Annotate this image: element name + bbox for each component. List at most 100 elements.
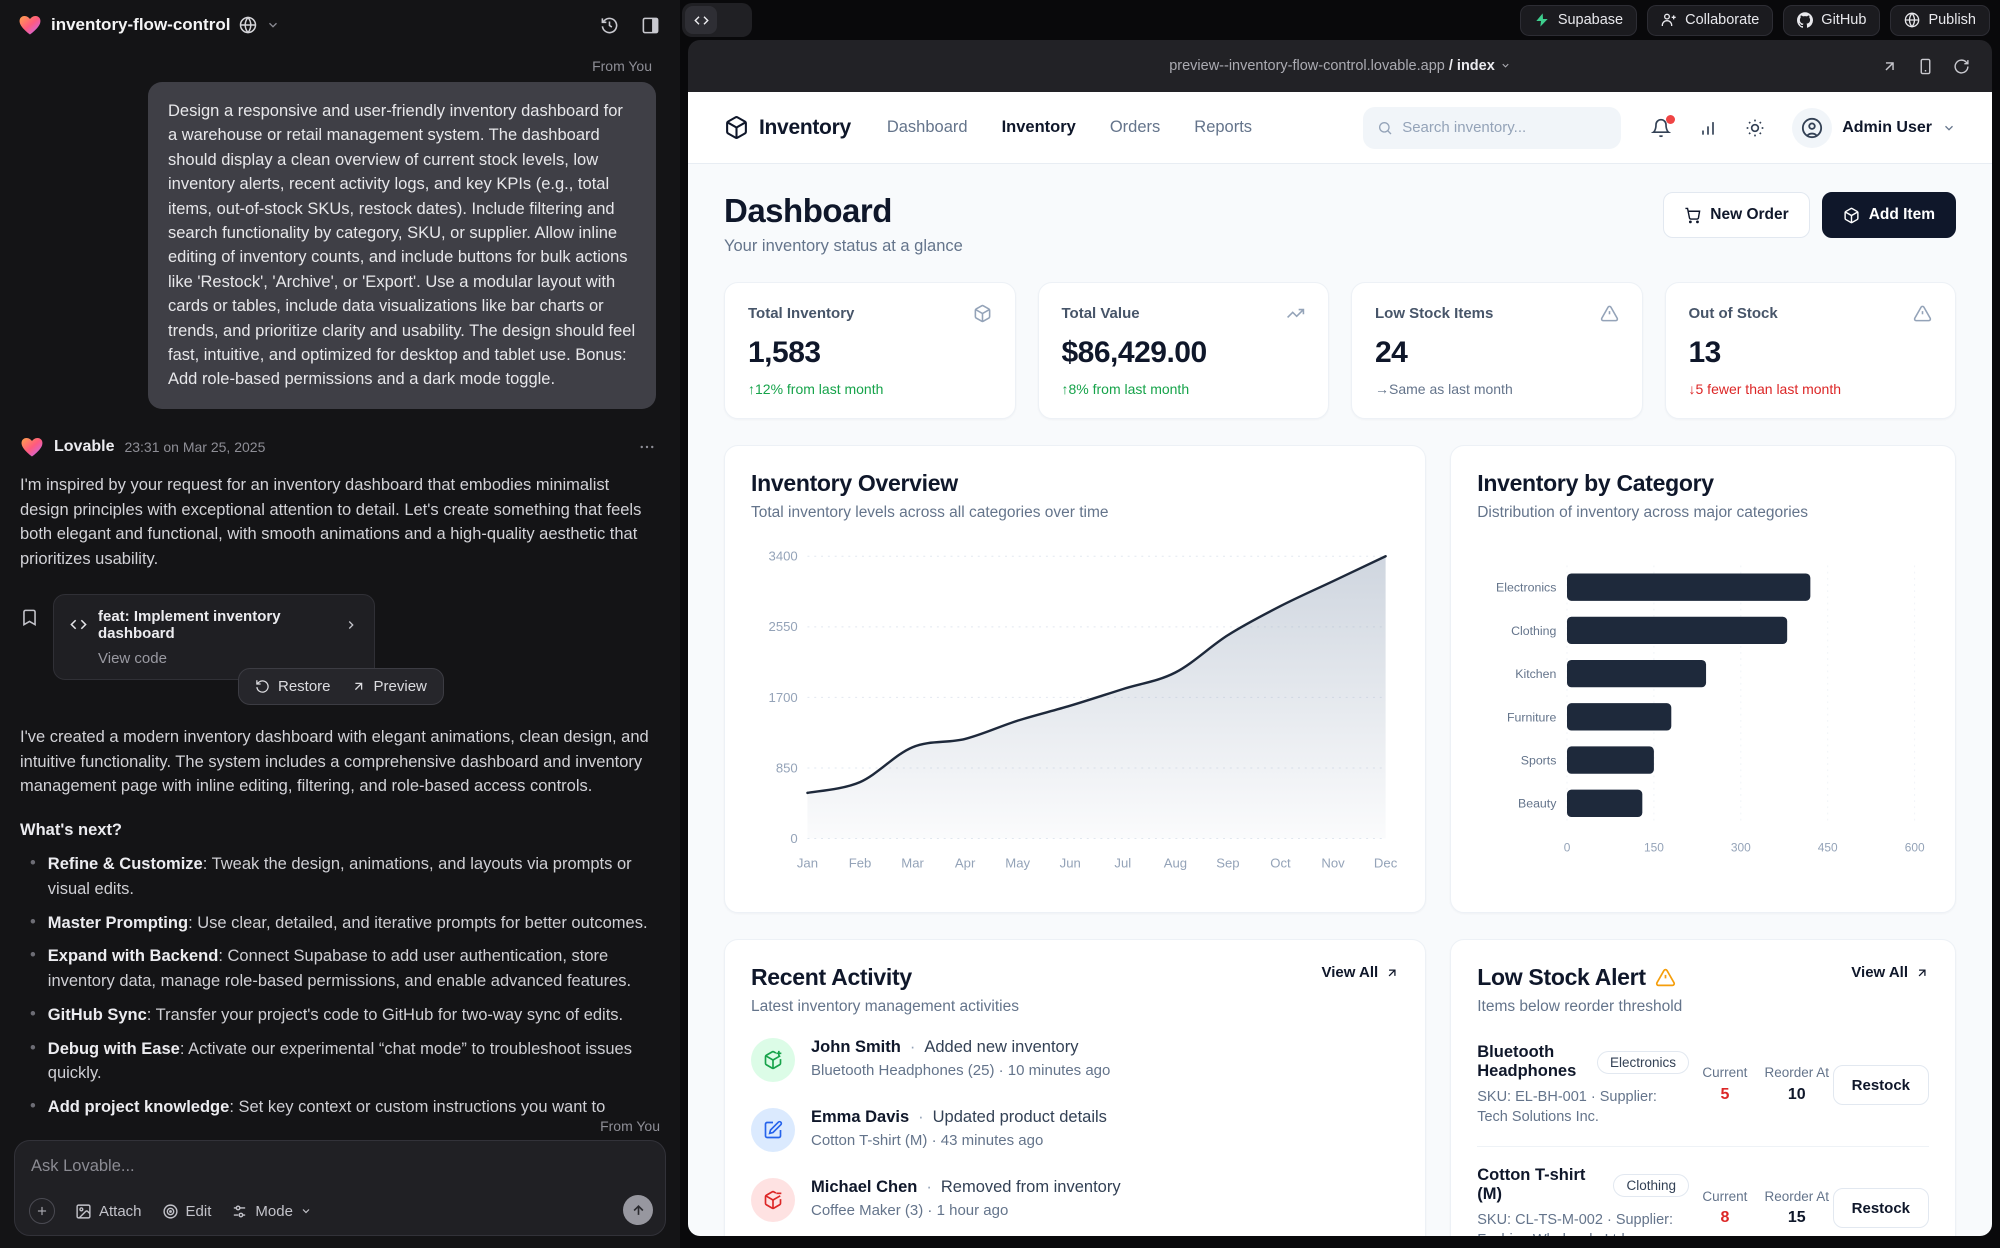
message-options-icon[interactable]	[638, 438, 656, 456]
chart-title: Inventory Overview	[751, 470, 958, 496]
refresh-icon[interactable]	[1953, 58, 1970, 75]
nav-link-inventory[interactable]: Inventory	[1001, 118, 1076, 136]
search-input[interactable]	[1402, 119, 1608, 136]
restock-button[interactable]: Restock	[1832, 1188, 1929, 1229]
inventory-search[interactable]	[1363, 106, 1622, 149]
from-you-label: From You	[600, 1118, 660, 1134]
svg-text:Jul: Jul	[1114, 856, 1131, 871]
image-icon	[75, 1203, 92, 1220]
project-header: inventory-flow-control	[0, 0, 680, 50]
chat-scroll-area[interactable]: From You Design a responsive and user-fr…	[0, 50, 680, 1118]
svg-text:0: 0	[1564, 840, 1571, 854]
alert-triangle-icon	[1600, 304, 1619, 323]
svg-text:Clothing: Clothing	[1511, 624, 1556, 638]
notification-dot	[1666, 114, 1676, 124]
pencil-icon	[751, 1108, 795, 1152]
collaborate-button[interactable]: Collaborate	[1647, 4, 1774, 36]
preview-url[interactable]: preview--inventory-flow-control.lovable.…	[688, 58, 1992, 74]
suggestion-item: • Debug with Ease: Activate our experimen…	[30, 1037, 656, 1087]
lovable-heart-logo	[19, 16, 41, 35]
app-brand[interactable]: Inventory	[724, 115, 851, 140]
svg-text:Nov: Nov	[1321, 856, 1345, 871]
history-icon[interactable]	[600, 16, 619, 35]
chart-subtitle: Distribution of inventory across major c…	[1477, 504, 1809, 521]
kpi-label: Low Stock Items	[1375, 305, 1494, 322]
suggestion-item: • Refine & Customize: Tweak the design, a…	[30, 852, 656, 902]
github-button[interactable]: GitHub	[1783, 4, 1881, 36]
kpi-label: Total Value	[1061, 305, 1140, 322]
user-message: Design a responsive and user-friendly in…	[148, 82, 656, 409]
add-attachment-icon[interactable]	[29, 1198, 55, 1224]
publish-button[interactable]: Publish	[1890, 4, 1990, 36]
supabase-bolt-icon	[1534, 12, 1550, 28]
code-preview-toggle[interactable]	[682, 3, 752, 37]
commit-card[interactable]: feat: Implement inventory dashboard View…	[53, 593, 375, 680]
low-stock-view-all-link[interactable]: View All	[1851, 964, 1929, 981]
activity-detail: Cotton T-shirt (M) · 43 minutes ago	[811, 1132, 1044, 1149]
user-menu[interactable]: Admin User	[1792, 107, 1956, 148]
cart-icon	[1684, 207, 1701, 224]
bookmark-icon[interactable]	[20, 608, 39, 627]
send-button[interactable]	[623, 1195, 653, 1225]
view-code-link[interactable]: View code	[98, 649, 167, 667]
arrow-up-right-icon	[1918, 968, 1926, 976]
reorder-value: 10	[1787, 1085, 1806, 1103]
svg-text:600: 600	[1905, 840, 1925, 854]
kpi-card: Low Stock Items 24 →Same as last month	[1351, 282, 1643, 419]
svg-text:Mar: Mar	[901, 856, 924, 871]
nav-link-orders[interactable]: Orders	[1109, 118, 1161, 136]
low-stock-card: Low Stock Alert Items below reorder thre…	[1450, 939, 1956, 1236]
bullet-dot: •	[30, 1004, 36, 1023]
assistant-name: Lovable	[54, 437, 115, 455]
restock-button[interactable]: Restock	[1832, 1065, 1929, 1106]
panel-toggle-icon[interactable]	[641, 16, 660, 35]
attach-button[interactable]: Attach	[75, 1203, 142, 1220]
theme-toggle-sun-icon[interactable]	[1745, 118, 1765, 138]
activity-view-all-link[interactable]: View All	[1322, 964, 1400, 981]
bullet-dot: •	[30, 946, 36, 965]
assistant-intro: I'm inspired by your request for an inve…	[20, 475, 642, 569]
chart-title: Inventory by Category	[1477, 470, 1714, 496]
add-item-button[interactable]: Add Item	[1821, 192, 1956, 238]
from-you-label: From You	[592, 58, 652, 74]
nav-link-dashboard[interactable]: Dashboard	[886, 118, 968, 136]
project-menu-chevron-icon[interactable]	[266, 18, 280, 32]
package-logo-icon	[724, 115, 749, 140]
lovable-avatar	[21, 437, 43, 457]
chat-composer[interactable]: Ask Lovable... Attach Edit Mode	[14, 1140, 666, 1236]
category-badge: Electronics	[1596, 1050, 1690, 1074]
open-external-icon[interactable]	[1881, 58, 1898, 75]
kpi-delta: ↑12% from last month	[748, 381, 884, 397]
svg-text:450: 450	[1818, 840, 1838, 854]
kpi-card: Total Value $86,429.00 ↑8% from last mon…	[1037, 282, 1329, 419]
edit-button[interactable]: Edit	[162, 1203, 211, 1220]
mode-selector[interactable]: Mode	[231, 1203, 312, 1220]
current-value: 8	[1720, 1209, 1730, 1227]
notifications-bell-icon[interactable]	[1651, 114, 1676, 138]
analytics-icon[interactable]	[1698, 118, 1718, 138]
svg-text:1700: 1700	[769, 690, 798, 705]
preview-frame: preview--inventory-flow-control.lovable.…	[688, 40, 1992, 1236]
svg-text:Jan: Jan	[797, 856, 818, 871]
activity-action: Updated product details	[932, 1108, 1107, 1126]
mobile-view-icon[interactable]	[1917, 58, 1934, 75]
preview-view-toggle[interactable]	[717, 6, 749, 34]
published-globe-icon	[239, 16, 257, 34]
preview-stage: Supabase Collaborate GitHub Publish	[680, 0, 2000, 1248]
chat-input-placeholder[interactable]: Ask Lovable...	[31, 1157, 135, 1175]
version-actions: Restore Preview	[238, 667, 444, 705]
activity-action: Removed from inventory	[940, 1178, 1121, 1196]
new-order-button[interactable]: New Order	[1663, 192, 1810, 238]
preview-button[interactable]: Preview	[351, 678, 427, 695]
supabase-button[interactable]: Supabase	[1519, 4, 1638, 36]
code-view-toggle-icon[interactable]	[685, 6, 717, 34]
kpi-delta: ↑8% from last month	[1061, 381, 1190, 397]
svg-text:Sep: Sep	[1216, 856, 1239, 871]
inventory-overview-card: Inventory Overview Total inventory level…	[724, 445, 1427, 913]
alert-triangle-icon	[1913, 304, 1932, 323]
kpi-label: Out of Stock	[1688, 305, 1778, 322]
package-plus-icon	[751, 1038, 795, 1082]
current-value: 5	[1720, 1085, 1730, 1103]
restore-button[interactable]: Restore	[255, 678, 331, 695]
nav-link-reports[interactable]: Reports	[1194, 118, 1253, 136]
